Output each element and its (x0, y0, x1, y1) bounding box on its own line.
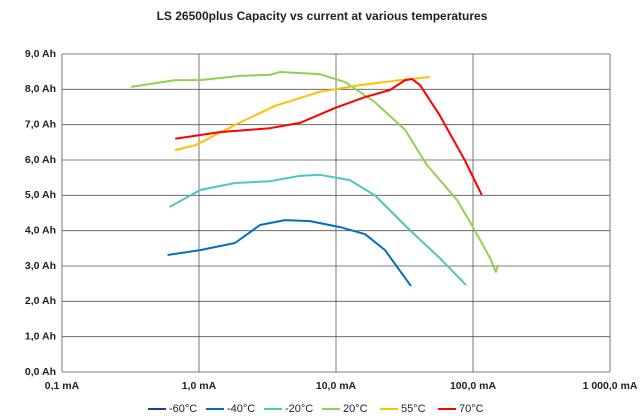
legend-label: -60°C (169, 403, 197, 415)
x-tick-label: 1,0 mA (182, 380, 217, 392)
y-tick-label: 0,0 Ah (25, 366, 56, 378)
x-tick-label: 100,0 mA (450, 380, 497, 392)
y-tick-label: 8,0 Ah (25, 83, 56, 95)
y-tick-label: 7,0 Ah (25, 118, 56, 130)
y-tick-label: 2,0 Ah (25, 295, 56, 307)
series-line (174, 76, 431, 152)
y-tick-label: 5,0 Ah (25, 189, 56, 201)
legend-label: -40°C (227, 403, 255, 415)
legend-label: 70°C (459, 403, 484, 415)
x-tick-label: 10,0 mA (316, 380, 357, 392)
y-tick-label: 9,0 Ah (25, 48, 56, 60)
y-tick-label: 6,0 Ah (25, 154, 56, 166)
y-tick-label: 1,0 Ah (25, 330, 56, 342)
y-tick-label: 3,0 Ah (25, 260, 56, 272)
x-tick-label: 1 000,0 mA (583, 380, 638, 392)
chart-title: LS 26500plus Capacity vs current at vari… (157, 9, 488, 23)
x-tick-label: 0,1 mA (45, 380, 80, 392)
legend-label: -20°C (285, 403, 313, 415)
y-tick-label: 4,0 Ah (25, 224, 56, 236)
series-line (131, 71, 499, 273)
legend-label: 55°C (401, 403, 426, 415)
series-line (167, 219, 412, 287)
series-line (175, 78, 483, 196)
legend-label: 20°C (343, 403, 368, 415)
series-line (169, 173, 467, 286)
